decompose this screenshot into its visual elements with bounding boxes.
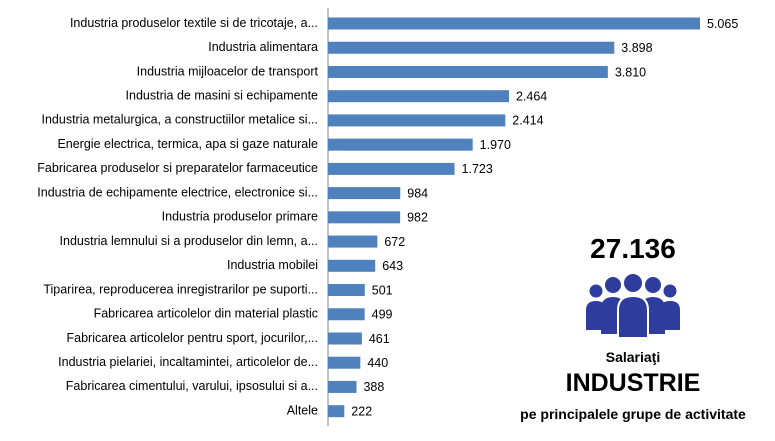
bar: [328, 65, 608, 78]
bar: [328, 138, 473, 151]
data-label: 461: [369, 332, 390, 346]
category-label: Industria mobilei: [227, 258, 318, 272]
category-label: Fabricarea articolelor din material plas…: [94, 307, 318, 321]
category-label: Fabricarea produselor si preparatelor fa…: [37, 161, 318, 175]
data-label: 2.464: [516, 89, 547, 103]
category-label: Tiparirea, reproducerea inregistrarilor …: [43, 282, 318, 296]
employees-caption: Salariaţi: [605, 349, 661, 365]
category-label: Fabricarea articolelor pentru sport, joc…: [67, 331, 319, 345]
bar: [328, 405, 345, 418]
data-label: 501: [372, 283, 393, 297]
data-label: 984: [407, 186, 428, 200]
bar: [328, 187, 401, 200]
summary-panel: 27.136 Salariaţi INDUSTRIE pe principale…: [498, 232, 768, 424]
category-label: Industria de echipamente electrice, elec…: [37, 185, 318, 199]
category-label: Industria produselor textile si de trico…: [70, 16, 318, 30]
data-label: 1.970: [480, 138, 511, 152]
bar: [328, 162, 455, 175]
bar: [328, 235, 378, 248]
data-label: 3.898: [621, 41, 652, 55]
category-label: Industria produselor primare: [162, 210, 318, 224]
data-label: 499: [372, 308, 393, 322]
category-label: Industria de masini si echipamente: [126, 88, 319, 102]
data-label: 982: [407, 211, 428, 225]
bar: [328, 308, 365, 321]
category-label: Industria lemnului si a produselor din l…: [60, 234, 318, 248]
category-label: Altele: [287, 403, 318, 417]
category-label: Energie electrica, termica, apa si gaze …: [57, 137, 318, 151]
bar: [328, 259, 376, 272]
data-label: 672: [384, 235, 405, 249]
bar: [328, 114, 506, 127]
bar: [328, 284, 365, 297]
data-label: 2.414: [512, 114, 543, 128]
bar: [328, 380, 357, 393]
industry-title: INDUSTRIE: [565, 369, 701, 397]
bar: [328, 356, 361, 369]
data-label: 643: [382, 259, 403, 273]
people-group-icon: [586, 272, 680, 338]
bar: [328, 332, 362, 345]
data-label: 440: [367, 356, 388, 370]
category-label: Fabricarea cimentului, varului, ipsosulu…: [66, 379, 318, 393]
category-label: Industria metalurgica, a constructiilor …: [42, 113, 319, 127]
data-label: 5.065: [707, 17, 738, 31]
bar: [328, 211, 401, 224]
data-label: 1.723: [462, 162, 493, 176]
category-label: Industria mijloacelor de transport: [137, 64, 319, 78]
category-label: Industria pielariei, incaltamintei, arti…: [58, 355, 318, 369]
data-label: 388: [363, 380, 384, 394]
subtitle: pe principalele grupe de activitate: [520, 406, 746, 422]
data-label: 222: [351, 404, 372, 418]
data-label: 3.810: [615, 65, 646, 79]
category-label: Industria alimentara: [208, 40, 318, 54]
bar: [328, 90, 509, 103]
bar: [328, 41, 615, 54]
total-employees: 27.136: [590, 233, 676, 264]
bar: [328, 17, 700, 30]
